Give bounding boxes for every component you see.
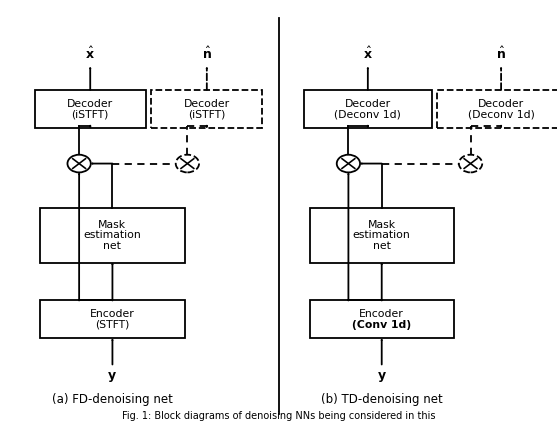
Text: estimation: estimation <box>353 230 411 240</box>
Bar <box>35 90 146 128</box>
Text: $\hat{\mathbf{x}}$: $\hat{\mathbf{x}}$ <box>363 46 373 62</box>
Text: $\mathbf{y}$: $\mathbf{y}$ <box>108 370 117 384</box>
Text: Decoder: Decoder <box>67 98 113 109</box>
Text: net: net <box>373 241 391 251</box>
Circle shape <box>176 155 199 173</box>
Text: (a) FD-denoising net: (a) FD-denoising net <box>52 393 173 406</box>
Text: Decoder: Decoder <box>184 98 230 109</box>
Bar <box>40 301 185 338</box>
Text: (b) TD-denoising net: (b) TD-denoising net <box>321 393 442 406</box>
Text: estimation: estimation <box>84 230 141 240</box>
Text: Encoder: Encoder <box>90 309 135 319</box>
Bar <box>437 90 558 128</box>
Circle shape <box>336 155 360 173</box>
Text: $\mathbf{y}$: $\mathbf{y}$ <box>377 370 387 384</box>
Text: Mask: Mask <box>98 220 127 230</box>
Circle shape <box>68 155 91 173</box>
Text: $\hat{\mathbf{n}}$: $\hat{\mathbf{n}}$ <box>202 46 211 62</box>
Bar <box>304 90 432 128</box>
Text: net: net <box>103 241 122 251</box>
Text: Mask: Mask <box>368 220 396 230</box>
Bar <box>310 208 454 262</box>
Text: Decoder: Decoder <box>345 98 391 109</box>
Text: (Deconv 1d): (Deconv 1d) <box>334 109 401 119</box>
Text: Encoder: Encoder <box>359 309 404 319</box>
Text: (Deconv 1d): (Deconv 1d) <box>468 109 535 119</box>
Text: Fig. 1: Block diagrams of denoising NNs being considered in this: Fig. 1: Block diagrams of denoising NNs … <box>122 410 436 421</box>
Text: (STFT): (STFT) <box>95 320 129 330</box>
Text: $\hat{\mathbf{n}}$: $\hat{\mathbf{n}}$ <box>496 46 506 62</box>
Text: (Conv 1d): (Conv 1d) <box>352 320 411 330</box>
Bar <box>40 208 185 262</box>
Circle shape <box>459 155 482 173</box>
Text: Decoder: Decoder <box>478 98 524 109</box>
Text: $\hat{\mathbf{x}}$: $\hat{\mathbf{x}}$ <box>85 46 95 62</box>
Text: (iSTFT): (iSTFT) <box>71 109 109 119</box>
Bar <box>310 301 454 338</box>
Bar <box>151 90 262 128</box>
Text: (iSTFT): (iSTFT) <box>188 109 225 119</box>
